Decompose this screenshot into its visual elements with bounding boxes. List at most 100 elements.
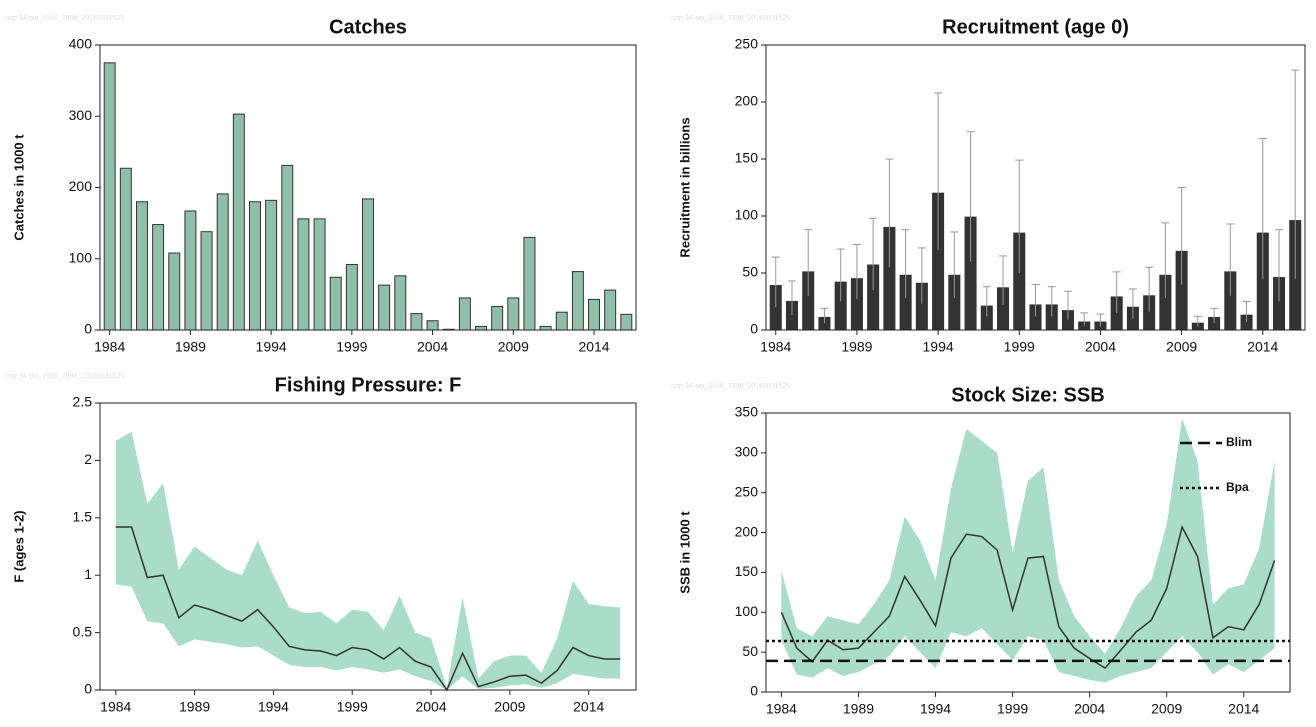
y-tick-label: 250 [735, 483, 759, 499]
y-tick-label: 350 [735, 404, 759, 420]
bar [152, 224, 165, 331]
x-tick-label: 1994 [920, 701, 951, 717]
x-tick-label: 1984 [760, 339, 791, 355]
y-tick-label: 2.5 [73, 394, 93, 410]
x-tick-label: 2014 [578, 339, 609, 355]
x-tick-label: 1999 [336, 339, 367, 355]
x-tick-label: 1994 [256, 339, 287, 355]
y-tick-label: 100 [735, 603, 759, 619]
x-tick-label: 1984 [766, 701, 797, 717]
bar [426, 320, 439, 331]
bar [329, 276, 342, 331]
x-tick-label: 2004 [1085, 339, 1116, 355]
bar [232, 113, 245, 331]
y-tick-label: 0 [750, 321, 758, 337]
y-tick-label: 1.5 [73, 509, 93, 525]
x-tick-label: 2009 [1166, 339, 1197, 355]
bar [458, 297, 471, 331]
chart-title: Stock Size: SSB [951, 384, 1104, 406]
y-tick-label: 0 [84, 321, 92, 337]
y-tick-label: 0 [84, 681, 92, 697]
x-tick-label: 2009 [498, 339, 529, 355]
x-tick-label: 1999 [337, 699, 368, 715]
watermark: nop-34-oct_2016_7998_20161031525 [671, 15, 790, 22]
y-tick-label: 200 [69, 178, 93, 194]
chart-title: Fishing Pressure: F [275, 374, 462, 396]
plot-frame [99, 402, 637, 691]
confidence-band [781, 418, 1275, 683]
y-tick-label: 150 [735, 563, 759, 579]
bar [265, 199, 278, 331]
x-tick-label: 2014 [1247, 339, 1278, 355]
x-tick-label: 2004 [1074, 701, 1105, 717]
x-tick-label: 2014 [1228, 701, 1259, 717]
bar [475, 325, 488, 331]
y-tick-label: 400 [69, 36, 93, 52]
bar [523, 236, 536, 331]
y-tick-label: 200 [735, 523, 759, 539]
x-tick-label: 2009 [494, 699, 525, 715]
x-tick-label: 1989 [179, 699, 210, 715]
bar [168, 252, 181, 331]
bar [345, 263, 358, 331]
median-line [780, 524, 1276, 670]
watermark: nop-34-oct_2016_7998_20161031525 [671, 383, 790, 390]
bar [216, 193, 229, 331]
y-tick-label: 250 [735, 36, 759, 52]
bar [491, 305, 504, 331]
x-tick-label: 1989 [175, 339, 206, 355]
median-line [115, 526, 621, 692]
x-tick-label: 1999 [997, 701, 1028, 717]
bar [281, 164, 294, 331]
bar [604, 289, 617, 331]
bar [539, 325, 552, 331]
x-tick-label: 2004 [417, 339, 448, 355]
bar [362, 198, 374, 331]
bar [555, 311, 568, 331]
bar [410, 313, 423, 331]
plot-frame [765, 412, 1291, 693]
y-tick-label: 0 [750, 683, 758, 699]
x-tick-label: 1999 [1004, 339, 1035, 355]
y-tick-label: 100 [735, 207, 759, 223]
x-tick-label: 2004 [415, 699, 446, 715]
bar [297, 218, 310, 331]
x-tick-label: 1994 [258, 699, 289, 715]
y-axis-label: Catches in 1000 t [11, 134, 26, 241]
x-tick-label: 2014 [573, 699, 604, 715]
watermark: nop-34-oct_2016_7998_20161031525 [5, 15, 124, 22]
y-tick-label: 1 [84, 566, 92, 582]
y-tick-label: 100 [69, 249, 93, 265]
x-tick-label: 1989 [841, 339, 872, 355]
y-tick-label: 300 [69, 107, 93, 123]
y-tick-label: 50 [742, 264, 758, 280]
bar [507, 297, 520, 331]
bar [394, 275, 407, 331]
chart-title: Recruitment (age 0) [942, 16, 1129, 38]
y-axis-label: SSB in 1000 t [677, 511, 692, 594]
x-tick-label: 1984 [94, 339, 125, 355]
bar [200, 231, 213, 331]
plot-frame [765, 44, 1306, 331]
y-tick-label: 200 [735, 93, 759, 109]
bar [571, 271, 584, 331]
bar [248, 201, 261, 331]
bar [378, 284, 391, 331]
y-axis-label: F (ages 1-2) [11, 510, 26, 582]
x-tick-label: 1989 [843, 701, 874, 717]
x-tick-label: 1984 [100, 699, 131, 715]
bar [620, 313, 633, 331]
x-tick-label: 1994 [923, 339, 954, 355]
y-tick-label: 150 [735, 150, 759, 166]
y-axis-label: Recruitment in billions [677, 117, 692, 257]
bar [135, 201, 148, 331]
y-tick-label: 300 [735, 444, 759, 460]
legend-label: Blim [1226, 435, 1252, 449]
confidence-band [115, 431, 621, 690]
legend-label: Bpa [1226, 480, 1249, 494]
watermark: nop-34-oct_2016_7998_20161031525 [5, 373, 124, 380]
bar [119, 167, 132, 331]
bar [184, 210, 197, 331]
